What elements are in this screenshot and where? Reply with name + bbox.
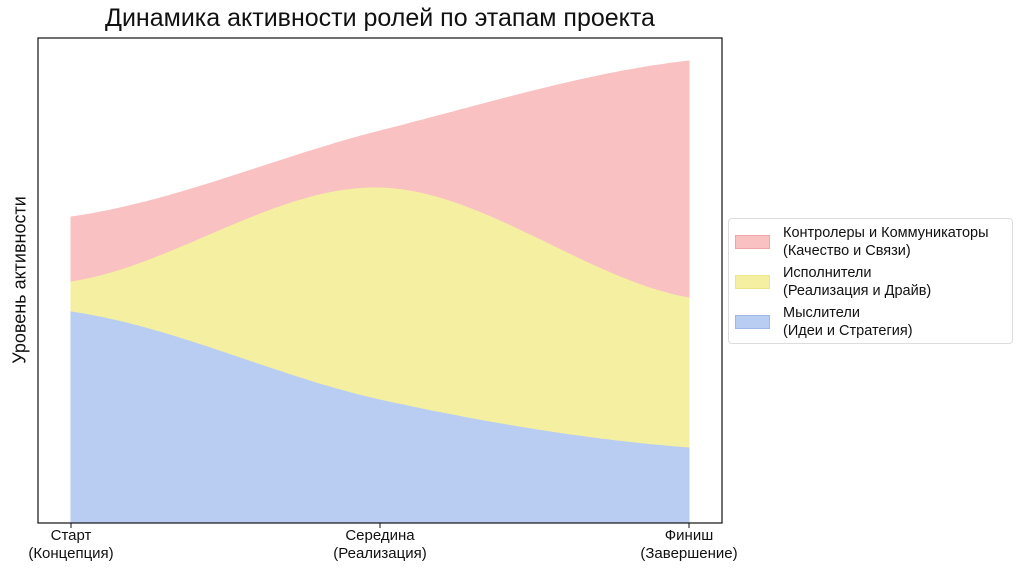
legend-label-controllers: Контролеры и Коммуникаторы (Качество и С… [783, 225, 989, 259]
legend-item-thinkers: Мыслители (Идеи и Стратегия) [735, 304, 913, 340]
legend-label-executors: Исполнители (Реализация и Драйв) [783, 265, 932, 299]
x-tick-label-finish: Финиш (Завершение) [640, 527, 738, 562]
legend-label-thinkers: Мыслители (Идеи и Стратегия) [783, 305, 913, 339]
legend: Контролеры и Коммуникаторы (Качество и С… [728, 218, 1013, 344]
legend-swatch-executors [735, 275, 770, 289]
legend-swatch-controllers [735, 235, 770, 249]
legend-item-controllers: Контролеры и Коммуникаторы (Качество и С… [735, 224, 989, 260]
x-tick-label-start: Старт (Концепция) [28, 527, 114, 562]
area-controllers [70, 60, 690, 298]
x-tick-label-middle: Середина (Реализация) [333, 527, 427, 562]
legend-item-executors: Исполнители (Реализация и Драйв) [735, 264, 931, 300]
y-axis-label: Уровень активности [9, 196, 30, 364]
legend-swatch-thinkers [735, 315, 770, 329]
chart-title: Динамика активности ролей по этапам прое… [105, 4, 655, 32]
